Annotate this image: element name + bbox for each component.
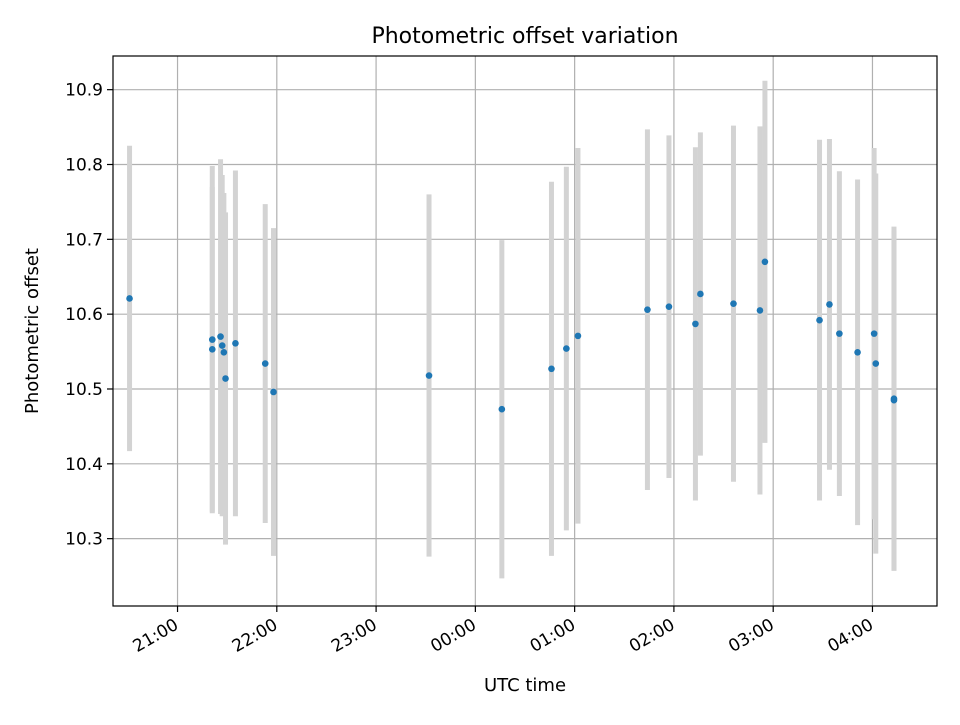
y-tick-label: 10.9 (65, 81, 103, 101)
data-point (222, 375, 229, 382)
data-point (826, 301, 833, 308)
data-point (872, 360, 880, 367)
data-point (261, 360, 269, 367)
y-tick-label: 10.8 (65, 156, 103, 176)
plot-frame (112, 55, 938, 607)
y-axis-ticks: 10.3 10.4 10.5 10.6 10.7 10.8 10.9 (65, 81, 113, 550)
data-point (218, 342, 226, 349)
data-point (548, 365, 555, 373)
data-point (816, 316, 823, 324)
y-tick-label: 10.5 (65, 380, 103, 400)
data-point (890, 396, 898, 404)
data-point (697, 290, 704, 298)
data-point (644, 306, 651, 313)
data-point (870, 330, 878, 337)
data-point (665, 303, 673, 310)
data-points (126, 258, 898, 413)
data-point (217, 333, 224, 340)
data-point (126, 295, 133, 302)
data-point (854, 349, 861, 356)
y-tick-label: 10.6 (65, 305, 103, 325)
data-point (692, 320, 699, 328)
y-tick-label: 10.7 (65, 230, 103, 250)
data-point (232, 340, 239, 347)
data-point (761, 258, 769, 266)
data-point (220, 349, 228, 356)
data-point (836, 330, 843, 337)
x-axis-label: UTC time (484, 675, 566, 696)
data-point (270, 388, 277, 396)
data-point (563, 345, 570, 352)
y-axis-label: Photometric offset (22, 248, 43, 414)
data-point (425, 372, 433, 379)
y-tick-label: 10.4 (65, 455, 103, 475)
data-point (756, 307, 764, 314)
data-point (730, 300, 737, 307)
grid (113, 56, 937, 606)
data-point (574, 332, 582, 340)
y-tick-label: 10.3 (65, 530, 103, 550)
data-point (208, 346, 216, 353)
data-point (208, 336, 216, 343)
data-point (498, 405, 506, 413)
chart-title: Photometric offset variation (371, 24, 678, 49)
